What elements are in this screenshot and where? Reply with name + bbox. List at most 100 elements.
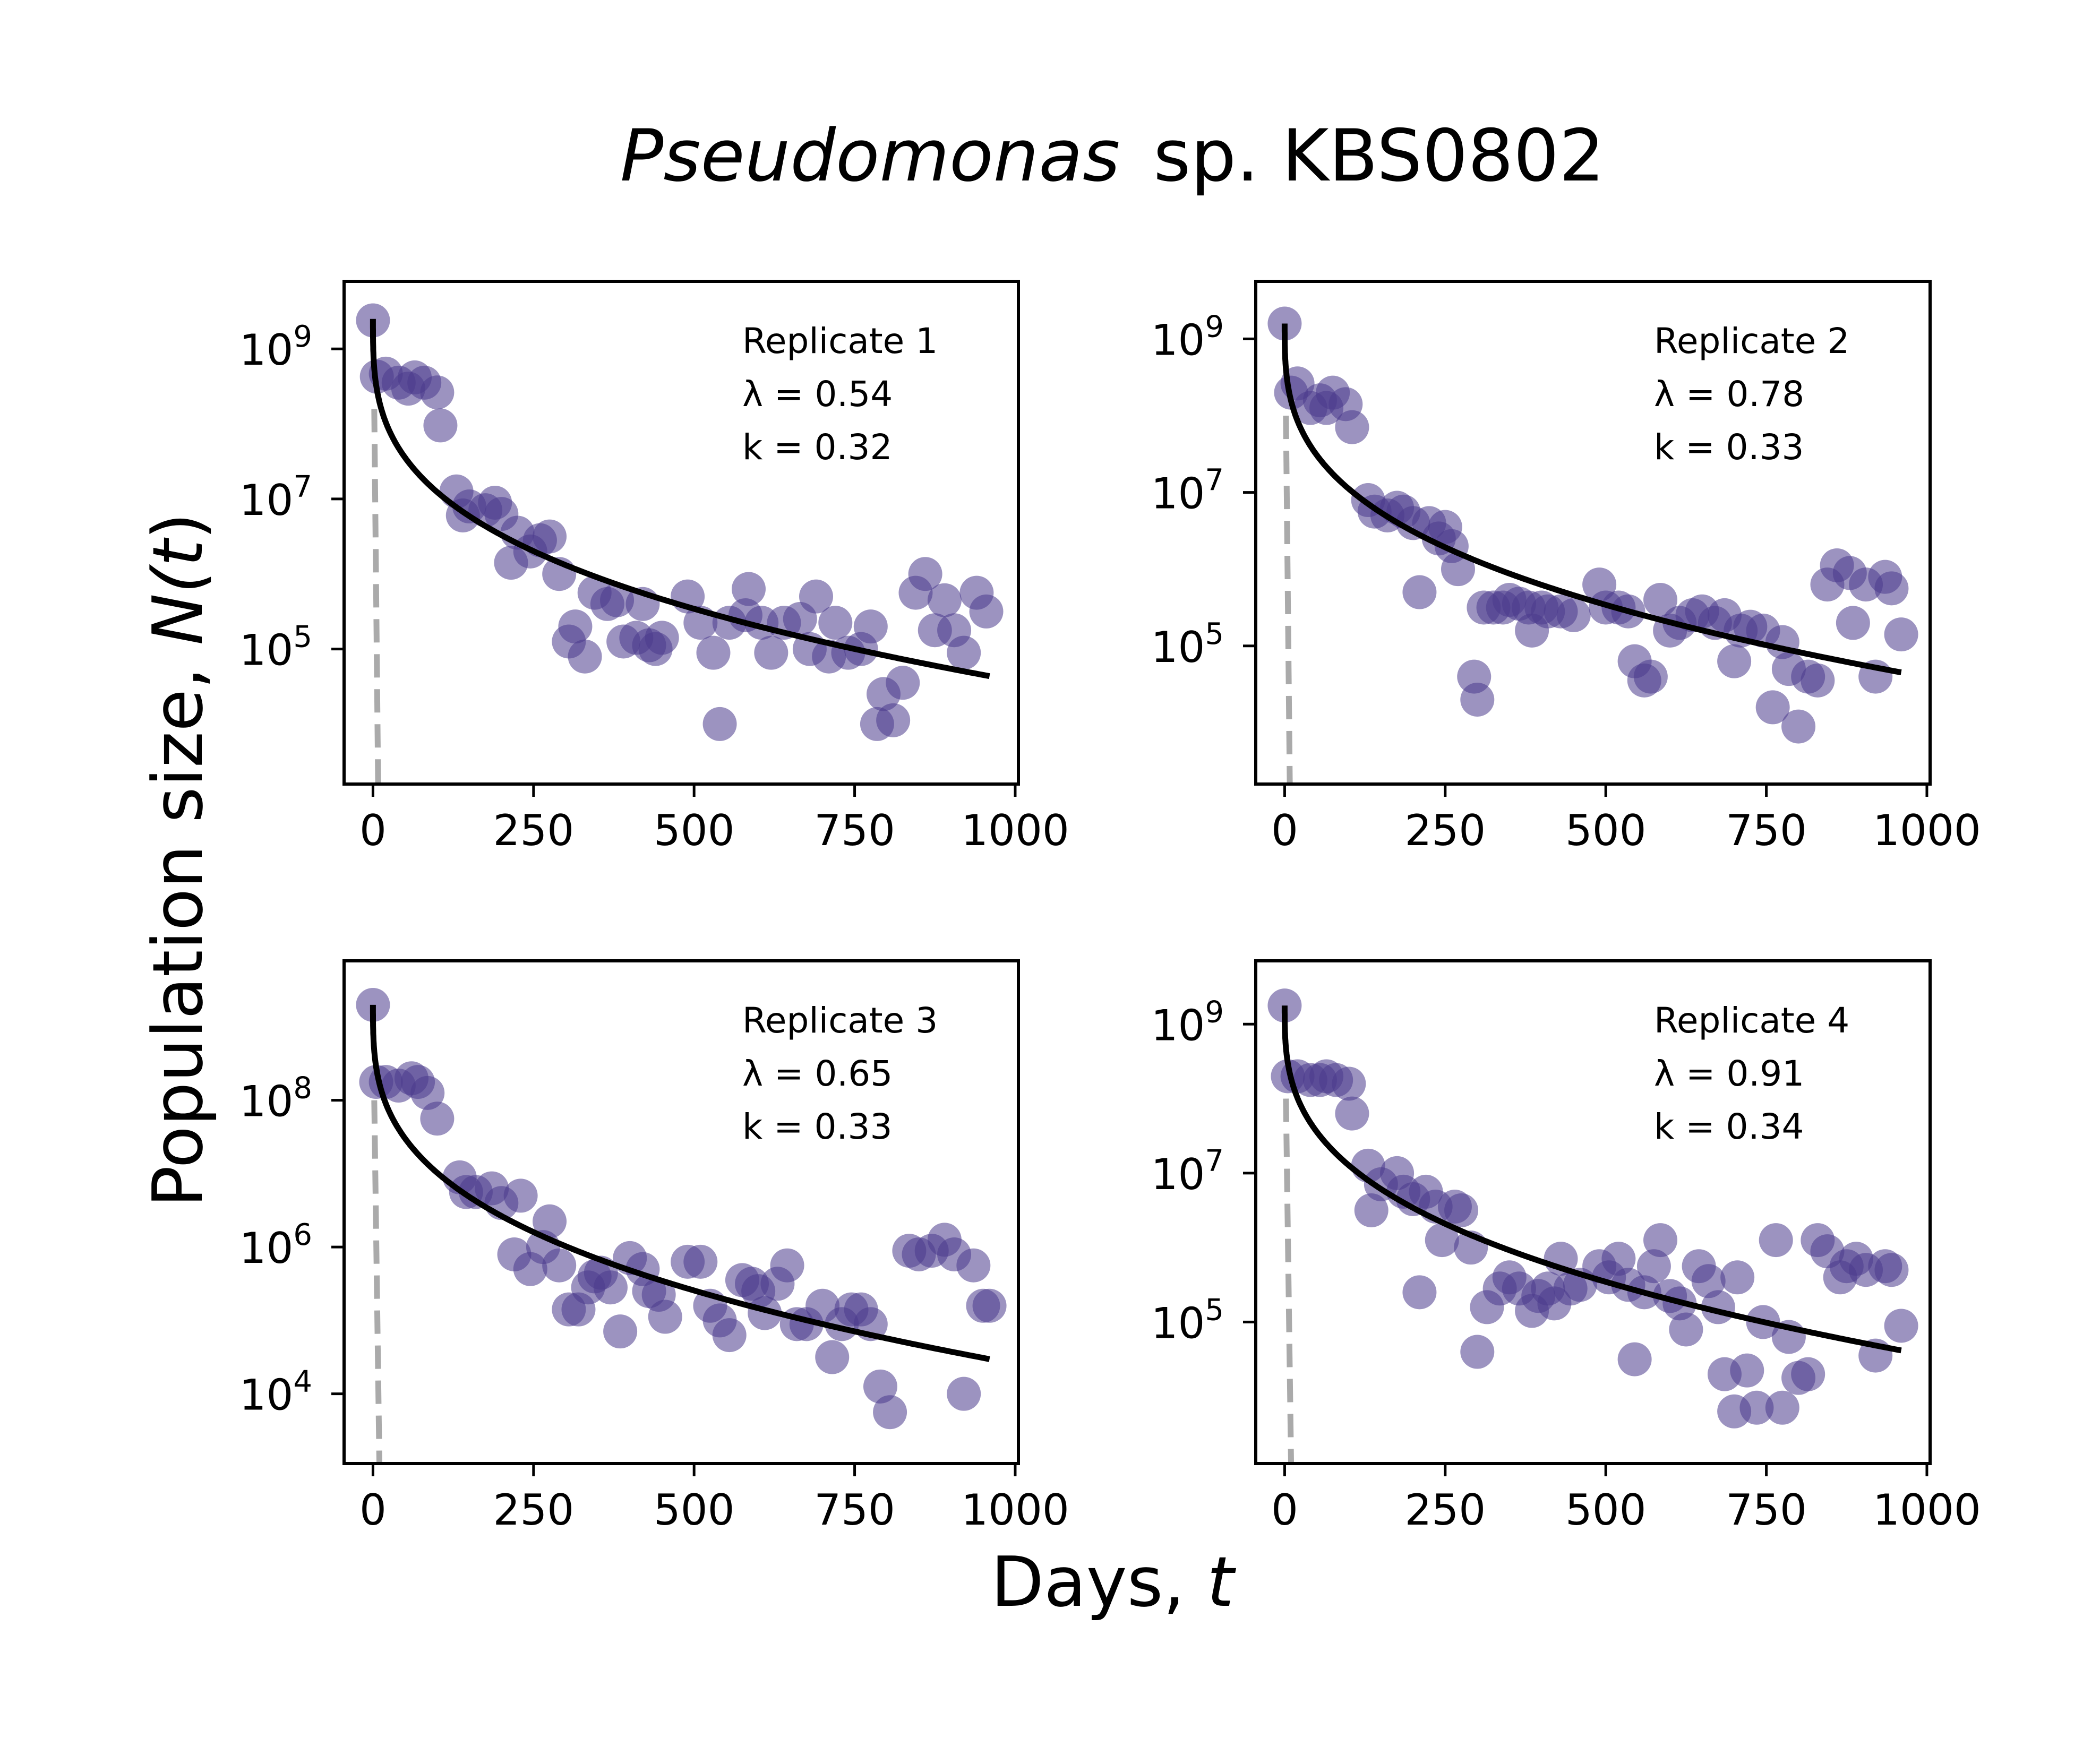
data-point [818,606,853,640]
axes-frame [342,280,1020,786]
fit-curve [1281,1005,1902,1354]
k-label: k = 0.34 [1654,1106,1804,1147]
data-point [1402,1275,1437,1310]
x-tick-label: 750 [1726,1485,1807,1535]
data-point [947,1376,981,1411]
y-axis-label-var: N( [138,564,218,645]
y-axis-label-close: ) [138,513,218,540]
data-point [420,1102,455,1136]
data-point [593,1270,628,1305]
panel-replicate-2: 0 250 500 750 1000 105 107 109 Replicate 2 λ = 0.… [1151,280,1981,855]
replicate-label: Replicate 4 [1654,1000,1849,1041]
data-point [1739,1390,1774,1425]
data-point [1460,1335,1495,1369]
dashed-line [371,409,381,784]
replicate-label: Replicate 2 [1654,321,1849,362]
y-tick-label: 109 [1151,309,1224,365]
data-point [748,1296,782,1330]
data-point [815,1340,850,1374]
k-label: k = 0.32 [742,427,892,468]
data-point [947,635,981,670]
figure-title-italic: Pseudomonas [620,114,1120,197]
data-point [1354,1193,1388,1227]
figure-title-rest: sp. KBS0802 [1153,114,1605,197]
x-tick-label: 1000 [1873,1485,1981,1535]
data-point [533,1204,567,1238]
x-tick-label: 0 [1271,806,1298,855]
data-point [969,594,1004,629]
data-point [863,1369,897,1404]
data-point [1884,1309,1918,1343]
fit-curve [370,1004,990,1362]
y-tick-label: 106 [239,1218,312,1273]
x-axis-label-var: t [1207,1542,1236,1622]
data-point [712,1318,747,1353]
data-point [908,557,942,591]
plot-area [356,987,1007,1464]
x-tick-label: 750 [814,806,895,855]
plot-area [356,303,1004,784]
lambda-label: λ = 0.54 [742,374,893,415]
data-point [423,408,458,443]
data-point [1643,1223,1677,1258]
x-tick-label: 250 [493,806,574,855]
dashed-line [1283,415,1293,784]
dashed-line [371,1100,383,1464]
lambda-label: λ = 0.91 [1654,1053,1804,1094]
data-point [1402,575,1437,609]
data-point [1765,1390,1799,1425]
lambda-label: λ = 0.65 [742,1053,893,1094]
data-point [1884,617,1918,652]
data-point [645,621,679,655]
data-point [1556,598,1591,632]
data-point [1720,1260,1755,1295]
data-point [1332,1066,1366,1101]
figure-title: Pseudomonas sp. KBS0802 [620,114,1605,197]
panel-replicate-1: 0 250 500 750 1000 105 107 109 Replicate 1 λ = 0.… [239,280,1069,855]
x-tick-label: 250 [493,1485,574,1535]
data-point [956,1248,991,1283]
data-point [410,1076,445,1110]
x-tick-label: 0 [1271,1485,1298,1535]
y-axis-label: Population size, N(t) [138,513,218,1208]
axes-frame [1254,959,1932,1465]
data-point [1755,690,1790,725]
data-point [1836,606,1870,640]
data-point [972,1288,1007,1323]
data-point [1617,1342,1652,1376]
x-tick-label: 1000 [961,806,1069,855]
y-tick-label: 109 [1151,995,1224,1050]
axes-frame [1254,280,1932,786]
panels-group: 0 250 500 750 1000 105 107 109 Replicate 1 λ = 0.… [239,280,1981,1535]
data-point [799,579,833,614]
data-point [1874,1253,1909,1287]
data-point [702,707,737,741]
data-point [1441,552,1475,587]
y-axis-label-text: Population size, [138,645,218,1207]
data-point [1691,1264,1726,1298]
data-point [1335,1096,1369,1131]
k-label: k = 0.33 [1654,427,1804,468]
x-tick-label: 0 [359,1485,387,1535]
data-point [1669,1312,1703,1347]
x-tick-label: 250 [1404,1485,1486,1535]
x-tick-label: 0 [359,806,387,855]
data-point [1335,410,1369,444]
y-tick-label: 105 [1151,1293,1224,1348]
data-point [1874,571,1909,606]
data-point [503,1178,538,1213]
data-point [1633,659,1668,694]
x-axis-label: Days, t [991,1542,1236,1622]
data-point [1444,1193,1479,1227]
y-tick-label: 107 [239,470,312,525]
data-point [1601,1242,1636,1276]
axes-frame [342,959,1020,1465]
k-label: k = 0.33 [742,1106,892,1147]
x-tick-label: 750 [1726,806,1807,855]
data-point [696,635,731,670]
y-axis-label-var-t: t [138,537,218,566]
data-point [876,703,911,737]
data-point [770,1248,804,1283]
data-point [886,666,920,700]
x-tick-label: 1000 [961,1485,1069,1535]
